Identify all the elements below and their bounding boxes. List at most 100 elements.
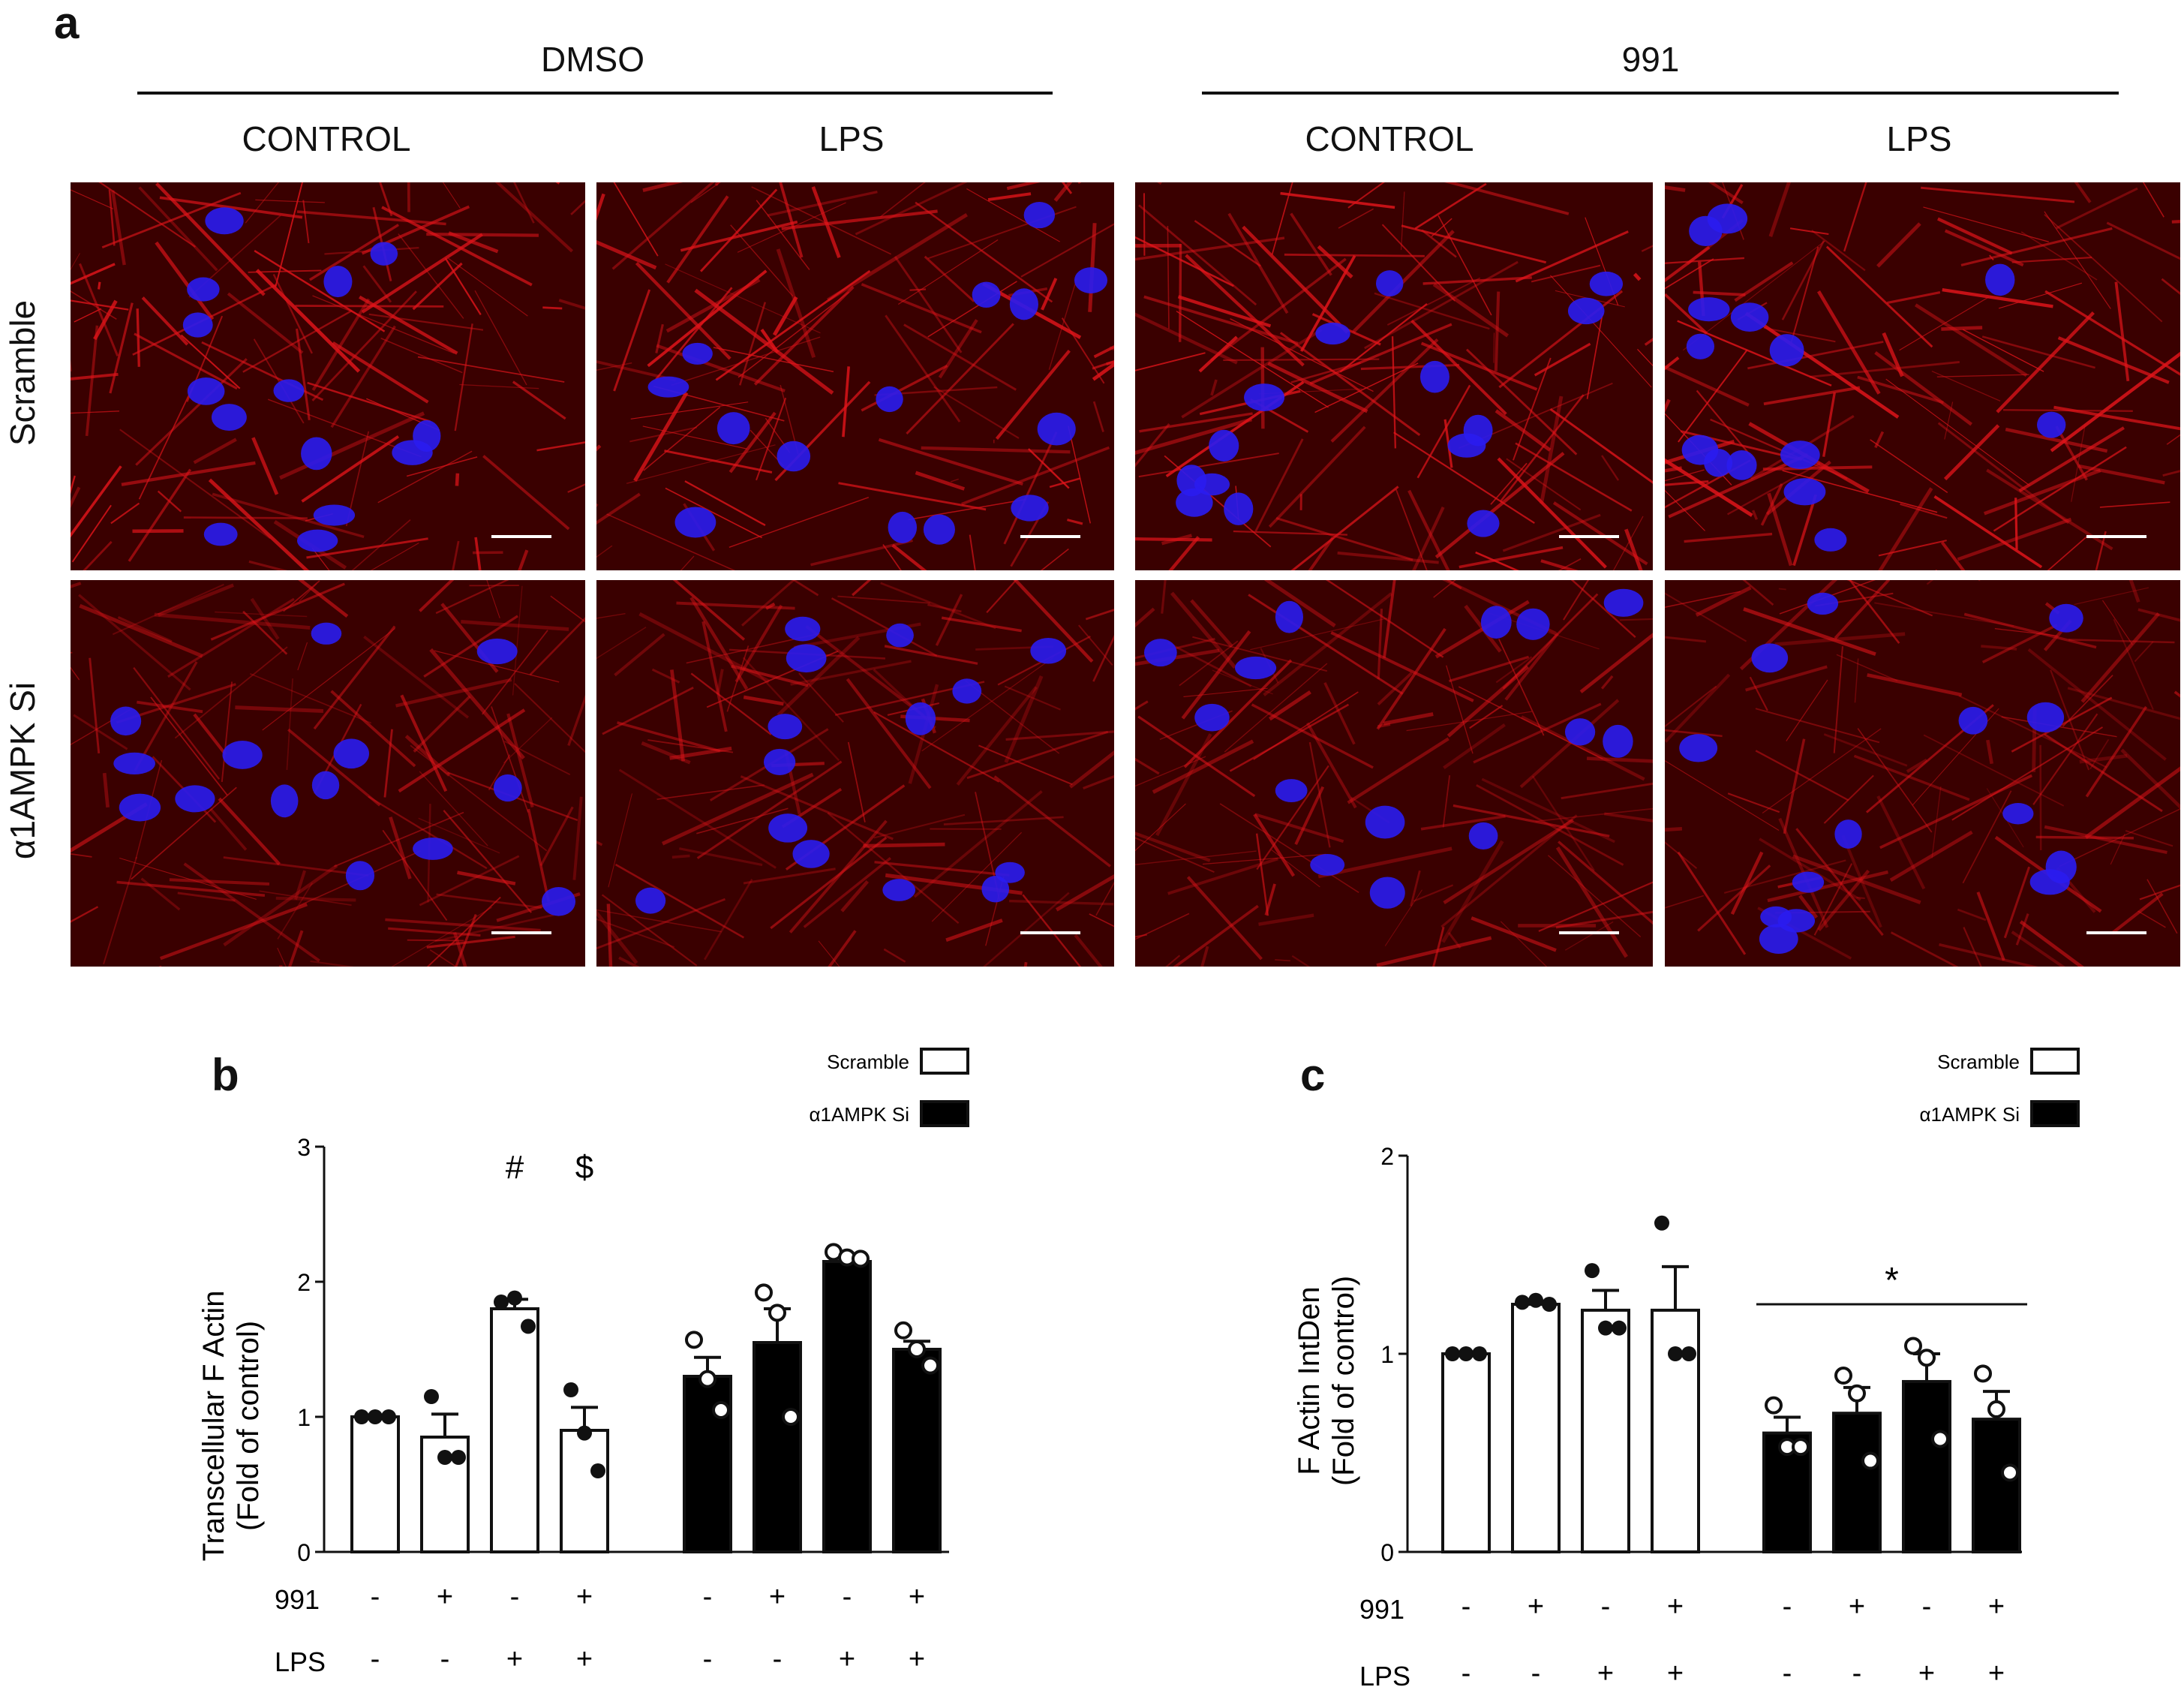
condition-sign: - xyxy=(1783,1591,1792,1622)
data-point xyxy=(354,1409,369,1424)
micrograph-ampk-si-991-lps xyxy=(1665,580,2180,967)
data-point xyxy=(494,1295,509,1310)
chart-c-annotations: * xyxy=(1756,1261,2027,1306)
y-tick-label: 0 xyxy=(297,1539,311,1566)
chart-b-tick-labels: 0 1 2 3 xyxy=(297,1134,311,1566)
condition-row-label: LPS xyxy=(275,1646,326,1677)
data-point xyxy=(894,1321,912,1340)
data-point xyxy=(1931,1430,1949,1448)
chart-c-condition-signs: - - + - - + + + - - + - - + + +991 LPS xyxy=(1359,1591,2005,1691)
micrograph-ampk-si-dmso-control xyxy=(71,580,585,967)
condition-sign: + xyxy=(1988,1658,2005,1689)
chart-b-condition-signs: - - + - - + + + - - + - - + + +991 LPS xyxy=(275,1581,925,1677)
data-point xyxy=(451,1450,466,1465)
data-point xyxy=(685,1331,703,1349)
condition-sign: + xyxy=(1849,1591,1865,1622)
condition-header-991-control: CONTROL xyxy=(1305,119,1474,158)
data-point xyxy=(507,1290,522,1306)
data-point xyxy=(1515,1295,1530,1310)
condition-sign: - xyxy=(510,1581,520,1613)
data-point xyxy=(1681,1346,1696,1361)
condition-sign: - xyxy=(440,1643,450,1675)
condition-sign: - xyxy=(1462,1658,1471,1689)
data-point xyxy=(1974,1364,1992,1383)
group-rule-dmso xyxy=(137,92,1053,95)
chart-b-annotations: # $ xyxy=(506,1149,593,1186)
condition-row-label: LPS xyxy=(1359,1661,1410,1691)
micrograph-scramble-991-lps xyxy=(1665,182,2180,570)
chart-c: 0 1 2 * - - + - - + + + - - + - - + + +991 LPS Scramble α1A… xyxy=(1293,1048,2080,1691)
panel-b-letter: b xyxy=(212,1050,239,1100)
significance-mark: # xyxy=(506,1149,524,1186)
condition-sign: - xyxy=(1601,1591,1611,1622)
data-point xyxy=(908,1340,926,1358)
data-point xyxy=(368,1409,383,1424)
bar-b-0-3 xyxy=(560,1429,609,1553)
condition-sign: - xyxy=(1922,1591,1932,1622)
data-point xyxy=(1834,1367,1852,1385)
condition-sign: + xyxy=(1597,1658,1614,1689)
y-tick-label: 0 xyxy=(1380,1539,1394,1566)
y-tick-label: 2 xyxy=(297,1269,311,1296)
panel-c-letter: c xyxy=(1300,1050,1326,1100)
bar-b-1-3 xyxy=(892,1348,942,1553)
micrograph-scramble-dmso-lps xyxy=(596,182,1114,570)
legend-label: Scramble xyxy=(827,1051,909,1073)
condition-sign: + xyxy=(1667,1591,1684,1622)
condition-sign: + xyxy=(506,1643,523,1675)
data-point xyxy=(1528,1292,1543,1308)
condition-sign: - xyxy=(1783,1658,1792,1689)
data-point xyxy=(852,1249,870,1268)
legend-label: Scramble xyxy=(1937,1051,2020,1073)
data-point xyxy=(1472,1346,1487,1361)
bar-b-1-0 xyxy=(683,1375,732,1553)
significance-mark: * xyxy=(1885,1261,1899,1301)
data-point xyxy=(577,1425,592,1441)
data-point xyxy=(1904,1337,1922,1355)
condition-sign: + xyxy=(576,1643,593,1675)
bar-c-1-3 xyxy=(1972,1418,2021,1553)
condition-sign: - xyxy=(1462,1591,1471,1622)
data-point xyxy=(424,1389,439,1404)
chart-c-bars xyxy=(1441,1264,2021,1554)
data-point xyxy=(563,1382,578,1397)
bar-c-0-2 xyxy=(1581,1308,1630,1553)
data-point xyxy=(1792,1438,1810,1457)
data-point xyxy=(1598,1320,1613,1336)
data-point xyxy=(698,1370,716,1388)
data-point xyxy=(921,1356,939,1375)
legend-swatch xyxy=(920,1048,969,1075)
condition-sign: + xyxy=(576,1581,593,1613)
row-label-ampk-si: α1AMPK Si xyxy=(3,681,42,860)
legend-label: α1AMPK Si xyxy=(1919,1103,2020,1126)
bar-c-1-2 xyxy=(1902,1379,1951,1553)
y-tick-label: 1 xyxy=(297,1404,311,1431)
condition-header-dmso-control: CONTROL xyxy=(242,119,411,158)
data-point xyxy=(782,1408,800,1426)
condition-sign: - xyxy=(843,1581,852,1613)
bar-b-0-2 xyxy=(490,1307,539,1553)
condition-row-label: 991 xyxy=(1359,1594,1404,1625)
bar-c-1-1 xyxy=(1832,1412,1882,1554)
chart-b-legend: Scramble α1AMPK Si xyxy=(809,1048,969,1127)
data-point xyxy=(1668,1346,1683,1361)
group-header-dmso: DMSO xyxy=(541,40,644,79)
condition-sign: - xyxy=(1531,1658,1541,1689)
condition-row-label: 991 xyxy=(275,1584,320,1615)
legend-swatch xyxy=(2030,1048,2080,1075)
data-point xyxy=(1765,1396,1783,1415)
data-point xyxy=(755,1283,773,1302)
condition-sign: - xyxy=(703,1581,713,1613)
condition-sign: + xyxy=(909,1643,925,1675)
data-point xyxy=(1654,1215,1669,1231)
condition-sign: - xyxy=(773,1643,783,1675)
condition-sign: + xyxy=(909,1581,925,1613)
data-point xyxy=(590,1463,605,1478)
condition-sign: + xyxy=(1988,1591,2005,1622)
condition-sign: + xyxy=(1528,1591,1544,1622)
condition-sign: - xyxy=(371,1581,380,1613)
chart-b-points xyxy=(354,1243,939,1478)
y-tick-label: 2 xyxy=(1380,1143,1394,1170)
y-tick-label: 3 xyxy=(297,1134,311,1161)
micrograph-ampk-si-991-control xyxy=(1135,580,1653,967)
